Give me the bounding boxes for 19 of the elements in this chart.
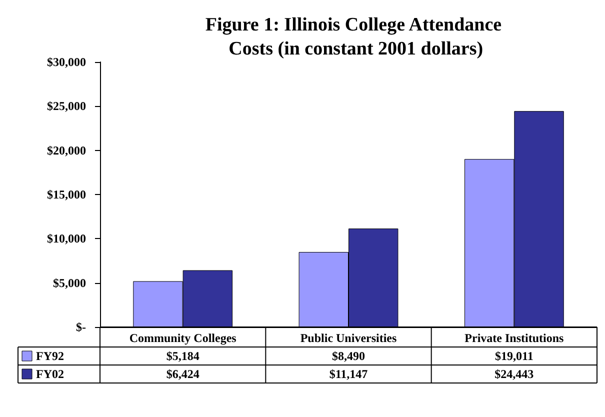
chart-title: Figure 1: Illinois College Attendance Costs (in constant 2001 dollars)	[205, 14, 502, 60]
y-tick-label: $30,000	[47, 55, 86, 69]
x-tick-label: Public Universities	[300, 331, 397, 345]
y-tick-label: $25,000	[47, 99, 86, 114]
legend-label: FY92	[36, 349, 64, 363]
y-tick-label: $20,000	[47, 143, 86, 158]
y-tick-label: $5,000	[53, 276, 86, 290]
x-tick-label: Community Colleges	[129, 331, 237, 345]
data-label: $6,424	[166, 367, 200, 381]
x-tick-label: Private Institutions	[464, 331, 564, 345]
data-label: $5,184	[166, 349, 200, 363]
data-label: $8,490	[332, 349, 365, 363]
data-label: $11,147	[329, 367, 368, 381]
y-tick-label: $-	[76, 320, 86, 334]
data-label: $19,011	[494, 349, 534, 363]
y-tick-label: $10,000	[47, 232, 86, 246]
y-tick-label: $15,000	[47, 188, 86, 202]
data-label: $24,443	[494, 367, 534, 381]
legend-label: FY02	[36, 367, 64, 381]
